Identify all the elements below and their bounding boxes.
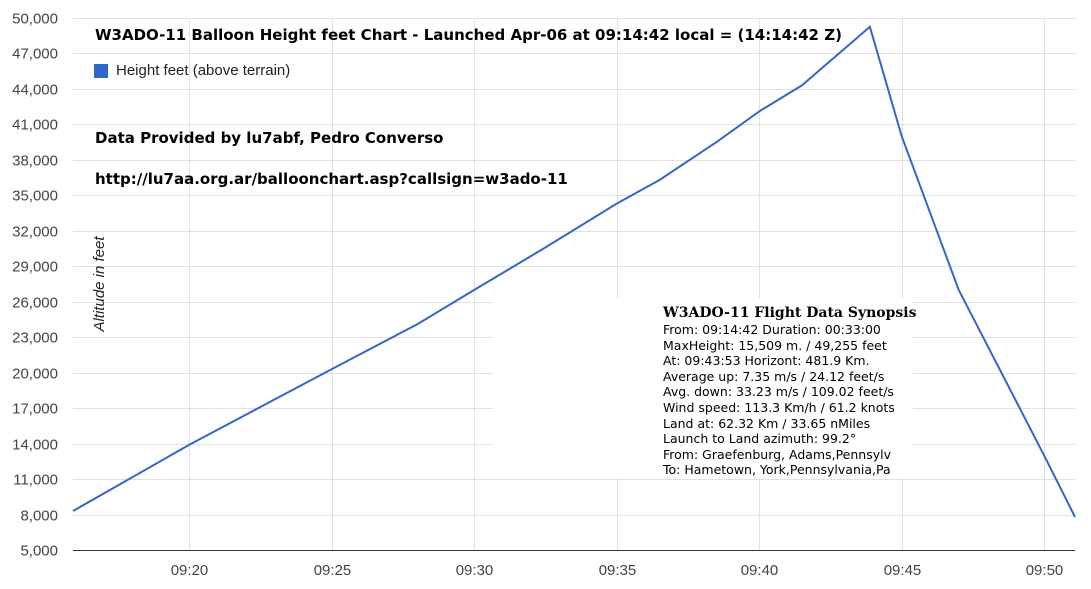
legend-swatch — [94, 63, 108, 78]
synopsis-line: MaxHeight: 15,509 m. / 49,255 feet — [663, 337, 887, 353]
legend: Height feet (above terrain) — [94, 62, 290, 79]
x-tick-label: 09:35 — [599, 562, 637, 579]
y-tick-label: 20,000 — [12, 366, 58, 383]
y-tick-label: 26,000 — [12, 295, 58, 312]
data-credit: Data Provided by lu7abf, Pedro Converso — [95, 129, 444, 147]
synopsis-line: Wind speed: 113.3 Km/h / 61.2 knots — [663, 399, 895, 415]
y-tick-label: 23,000 — [12, 330, 58, 347]
series-line-height-feet — [72, 25, 1076, 518]
y-tick-label: 29,000 — [12, 259, 58, 276]
synopsis-line: Launch to Land azimuth: 99.2° — [663, 431, 857, 447]
y-tick-label: 17,000 — [12, 401, 58, 418]
grid-lines — [73, 18, 1075, 550]
synopsis-line: To: Hametown, York,Pennsylvania,Pa — [663, 462, 891, 478]
x-tick-label: 09:30 — [456, 562, 494, 579]
y-tick-label: 32,000 — [12, 224, 58, 241]
synopsis-line: At: 09:43:53 Horizont: 481.9 Km. — [663, 353, 870, 369]
y-tick-label: 50,000 — [12, 11, 58, 28]
y-tick-label: 47,000 — [12, 46, 58, 63]
y-tick-label: 5,000 — [20, 543, 58, 560]
synopsis-line: From: 09:14:42 Duration: 00:33:00 — [663, 322, 881, 337]
y-axis-ticks: 5,000 8,000 11,000 14,000 17,000 20,000 23,000… — [12, 11, 58, 560]
y-tick-label: 8,000 — [20, 508, 58, 525]
synopsis-line: Average up: 7.35 m/s / 24.12 feet/s — [663, 368, 885, 384]
synopsis-line: Avg. down: 33.23 m/s / 109.02 feet/s — [663, 384, 894, 400]
x-tick-label: 09:25 — [314, 562, 352, 579]
y-tick-label: 38,000 — [12, 153, 58, 170]
synopsis-line: Land at: 62.32 Km / 33.65 nMiles — [663, 415, 871, 431]
x-tick-label: 09:45 — [884, 562, 922, 579]
x-tick-label: 09:50 — [1026, 562, 1064, 579]
x-tick-label: 09:20 — [171, 562, 209, 579]
chart-title: W3ADO-11 Balloon Height feet Chart - Lau… — [95, 26, 842, 44]
y-tick-label: 14,000 — [12, 437, 58, 454]
y-tick-label: 41,000 — [12, 117, 58, 134]
y-tick-label: 11,000 — [13, 472, 58, 489]
synopsis-line: From: Graefenburg, Adams,Pennsylv — [663, 446, 891, 462]
y-tick-label: 35,000 — [12, 188, 58, 205]
y-tick-label: 44,000 — [12, 82, 58, 99]
source-url: http://lu7aa.org.ar/balloonchart.asp?cal… — [95, 170, 568, 188]
synopsis-background — [493, 298, 913, 478]
synopsis-title: W3ADO-11 Flight Data Synopsis — [663, 305, 917, 321]
legend-label: Height feet (above terrain) — [116, 62, 291, 79]
y-axis-title: Altitude in feet — [91, 236, 108, 333]
x-tick-label: 09:40 — [741, 562, 779, 579]
flight-synopsis: W3ADO-11 Flight Data Synopsis From: 09:1… — [663, 305, 916, 478]
x-axis-ticks: 09:20 09:25 09:30 09:35 09:40 09:45 09:50 — [171, 562, 1064, 579]
